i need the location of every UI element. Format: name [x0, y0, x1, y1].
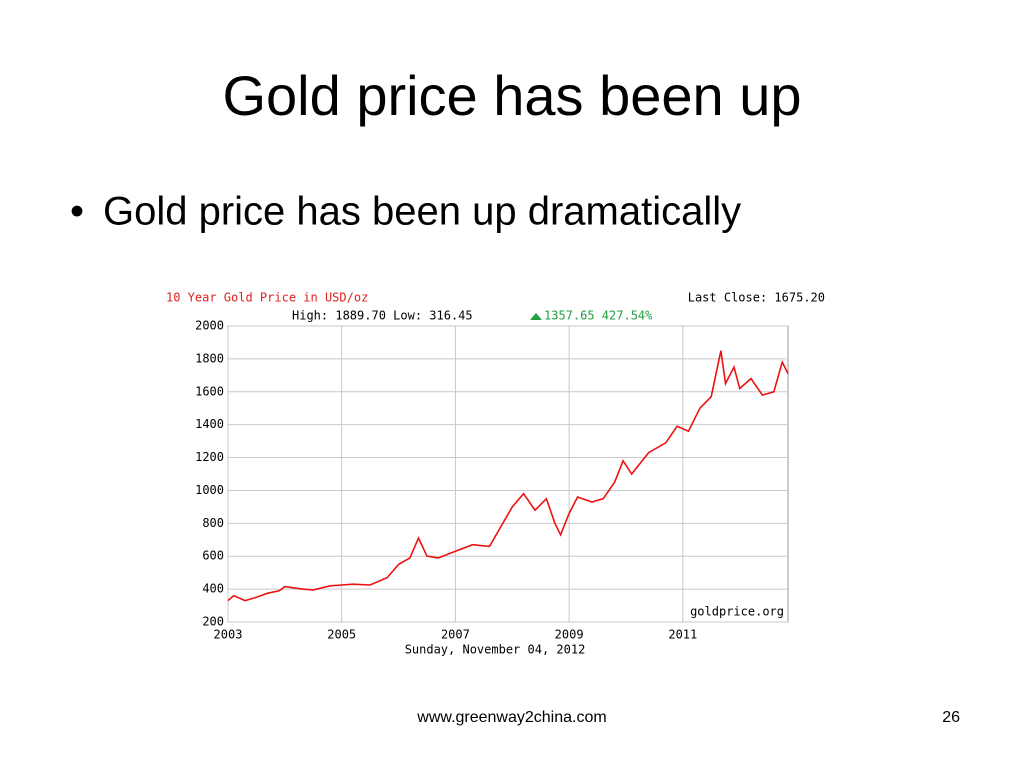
y-tick-label: 2000: [195, 319, 224, 333]
y-tick-label: 1600: [195, 384, 224, 398]
x-tick-label: 2009: [555, 628, 584, 642]
y-tick-label: 200: [202, 615, 224, 629]
bullet-text: Gold price has been up dramatically: [103, 190, 741, 234]
high-low: High: 1889.70 Low: 316.45: [292, 309, 473, 323]
date-label: Sunday, November 04, 2012: [405, 643, 586, 657]
slide-title: Gold price has been up: [222, 64, 801, 127]
x-tick-label: 2007: [441, 628, 470, 642]
y-tick-label: 1000: [195, 483, 224, 497]
bullet-dot: •: [70, 190, 84, 234]
y-tick-label: 800: [202, 516, 224, 530]
plot-area: [227, 325, 789, 623]
y-tick-label: 1800: [195, 351, 224, 365]
up-arrow: [530, 313, 542, 320]
last-close: Last Close: 1675.20: [688, 291, 825, 305]
y-tick-label: 600: [202, 549, 224, 563]
plot: 200 400 600 800 1000 1200 1400 1600 1800 2000 2003…: [195, 319, 789, 642]
x-tick-label: 2005: [327, 628, 356, 642]
y-tick-label: 400: [202, 582, 224, 596]
page-number: 26: [942, 709, 960, 726]
x-tick-label: 2003: [214, 628, 243, 642]
y-tick-label: 1400: [195, 417, 224, 431]
source-label: goldprice.org: [690, 605, 784, 619]
footer: www.greenway2china.com: [416, 709, 606, 726]
price-line: [227, 350, 789, 602]
change: 1357.65 427.54%: [544, 309, 653, 323]
y-tick-label: 1200: [195, 450, 224, 464]
chart-title: 10 Year Gold Price in USD/oz: [166, 291, 368, 305]
x-tick-label: 2011: [668, 628, 697, 642]
